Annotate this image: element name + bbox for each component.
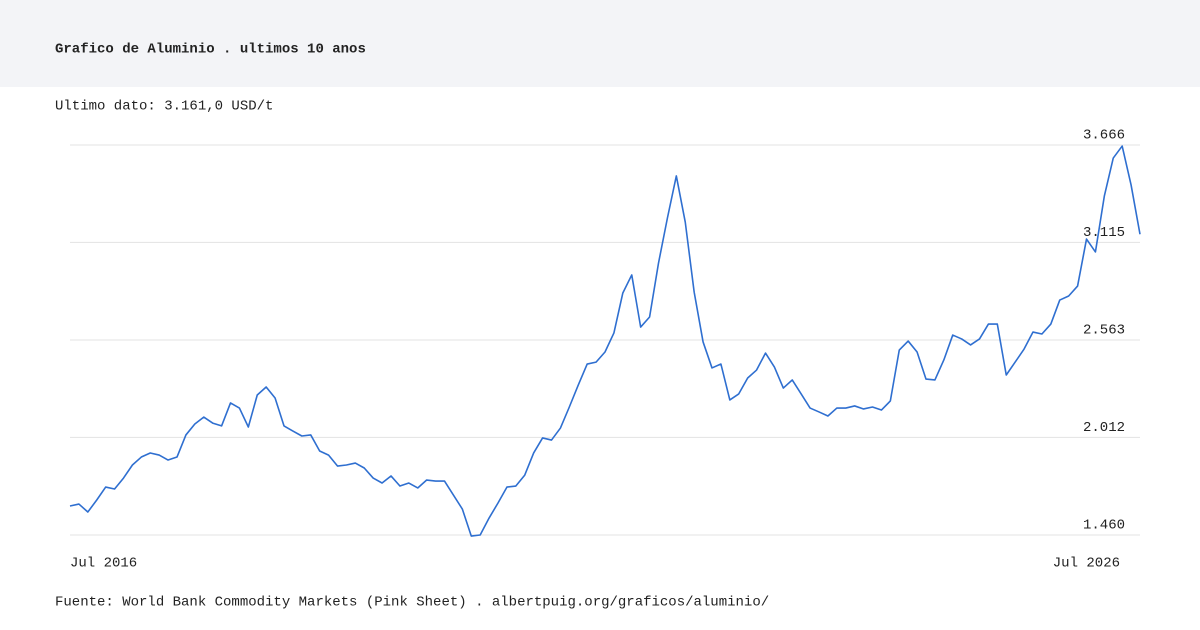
y-tick-label: 2.563 bbox=[1083, 323, 1125, 339]
chart-subtitle: Ultimo dato: 3.161,0 USD/t bbox=[55, 99, 273, 115]
price-line bbox=[69, 145, 1141, 537]
y-tick-label: 2.012 bbox=[1083, 420, 1125, 436]
x-tick-label: Jul 2016 bbox=[70, 556, 137, 572]
header-band bbox=[0, 0, 1200, 87]
y-tick-label: 3.666 bbox=[1083, 128, 1125, 144]
chart-title: Grafico de Aluminio . ultimos 10 anos bbox=[55, 42, 366, 58]
source: Fuente: World Bank Commodity Markets (Pi… bbox=[55, 595, 769, 611]
y-tick-label: 3.115 bbox=[1083, 225, 1125, 241]
y-tick-label: 1.460 bbox=[1083, 518, 1125, 534]
x-tick-label: Jul 2026 bbox=[1053, 556, 1120, 572]
